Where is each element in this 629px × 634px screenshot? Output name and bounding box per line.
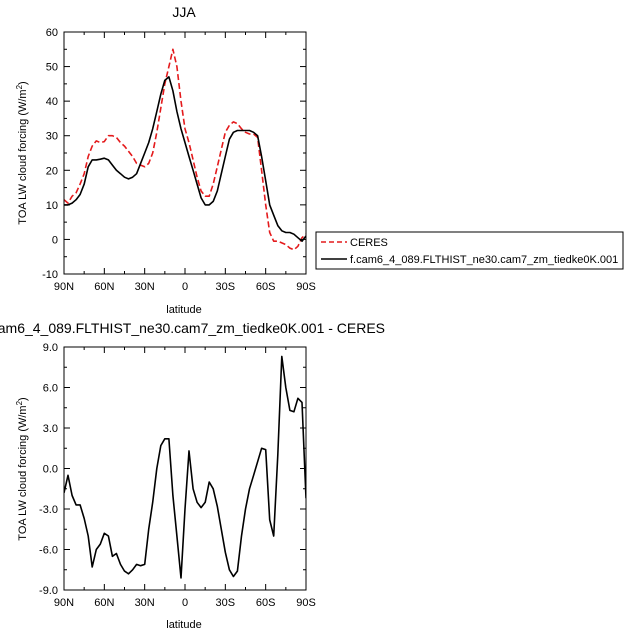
series-line-0-0 — [64, 48, 306, 251]
y-tick-label-0-2: 10 — [46, 200, 58, 212]
x-tick-label-1-0: 90N — [54, 597, 74, 609]
legend-label-ceres: CERES — [350, 237, 388, 249]
y-tick-label-0-1: 0 — [52, 234, 58, 246]
y-tick-label-1-3: 0.0 — [43, 464, 58, 476]
y-tick-label-1-4: 3.0 — [43, 423, 58, 435]
y-tick-label-0-6: 50 — [46, 62, 58, 74]
x-tick-label-0-4: 30S — [216, 281, 236, 293]
x-tick-label-0-6: 90S — [296, 281, 316, 293]
plot-frame-0 — [63, 31, 307, 275]
x-tick-label-0-3: 0 — [182, 281, 188, 293]
legend: CERES f.cam6_4_089.FLTHIST_ne30.cam7_zm_… — [315, 231, 624, 270]
x-tick-label-1-2: 30N — [135, 597, 155, 609]
x-tick-label-1-1: 60N — [94, 597, 114, 609]
plot-frame-1 — [63, 346, 307, 591]
y-tick-label-0-7: 60 — [46, 27, 58, 39]
legend-box — [315, 231, 624, 270]
x-tick-label-0-5: 60S — [256, 281, 276, 293]
top-plot-area: 90N 60N 30N 0 30S 60S 90S -10 0 10 20 30 40 50 60 — [42, 27, 316, 293]
bottom-y-axis-label: TOA LW cloud forcing (W/m2) — [15, 397, 30, 540]
top-chart-title: JJA — [172, 4, 196, 20]
y-tick-label-1-1: -6.0 — [39, 545, 58, 557]
x-tick-label-1-5: 60S — [256, 597, 276, 609]
series-line-1-0 — [64, 355, 306, 579]
y-tick-label-1-6: 9.0 — [43, 342, 58, 354]
top-x-axis-label: latitude — [166, 304, 201, 316]
x-tick-label-1-4: 30S — [216, 597, 236, 609]
y-tick-label-0-0: -10 — [42, 269, 58, 281]
series-line-0-1 — [64, 76, 306, 242]
bottom-chart-title: f.cam6_4_089.FLTHIST_ne30.cam7_zm_tiedke… — [0, 320, 385, 336]
y-tick-label-0-4: 30 — [46, 131, 58, 143]
x-tick-label-0-1: 60N — [94, 281, 114, 293]
y-tick-label-1-2: -3.0 — [39, 504, 58, 516]
y-tick-label-0-3: 20 — [46, 165, 58, 177]
y-tick-label-0-5: 40 — [46, 96, 58, 108]
y-tick-label-1-5: 6.0 — [43, 383, 58, 395]
bottom-x-axis-label: latitude — [166, 619, 201, 631]
x-tick-label-0-2: 30N — [135, 281, 155, 293]
x-tick-label-0-0: 90N — [54, 281, 74, 293]
bottom-panel: f.cam6_4_089.FLTHIST_ne30.cam7_zm_tiedke… — [0, 320, 385, 631]
y-tick-label-1-0: -9.0 — [39, 585, 58, 597]
legend-label-model: f.cam6_4_089.FLTHIST_ne30.cam7_zm_tiedke… — [350, 254, 618, 266]
top-y-axis-label: TOA LW cloud forcing (W/m2) — [15, 81, 30, 224]
x-tick-label-1-6: 90S — [296, 597, 316, 609]
x-tick-label-1-3: 0 — [182, 597, 188, 609]
bottom-plot-area: 90N 60N 30N 0 30S 60S 90S -9.0 -6.0 -3.0 0.0 3.0 6.0… — [39, 342, 316, 609]
top-panel: JJA latitude TOA LW cloud forcing (W/m2)… — [15, 4, 316, 316]
